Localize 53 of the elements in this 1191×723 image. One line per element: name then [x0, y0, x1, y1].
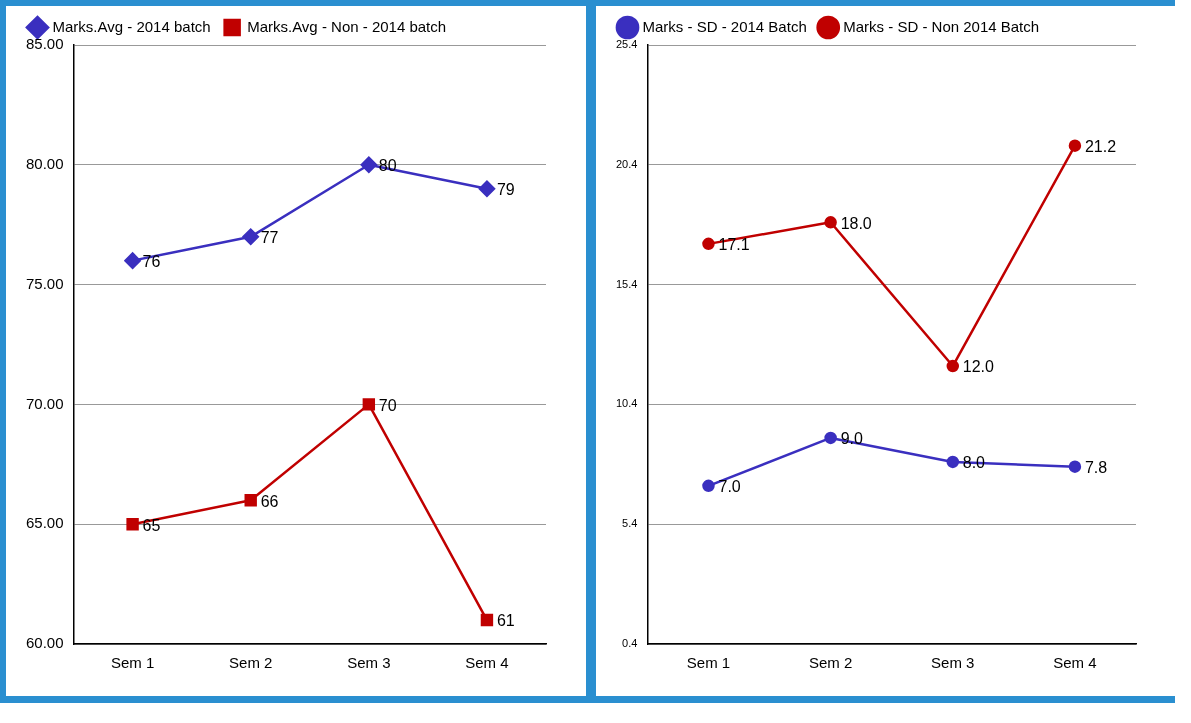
y-tick-label: 65.00 [25, 514, 64, 532]
data-label: 76 [142, 253, 161, 271]
y-tick-label: 20.4 [615, 157, 638, 170]
point [362, 398, 376, 411]
x-tick-label: Sem 3 [931, 654, 975, 672]
data-label: 70 [378, 396, 397, 414]
data-label: 17.1 [718, 236, 750, 254]
data-label: 7.8 [1084, 459, 1108, 477]
data-label: 79 [496, 181, 515, 199]
point [480, 613, 494, 627]
point [244, 494, 257, 507]
point [360, 156, 378, 174]
legend-label: Marks - SD - 2014 Batch [642, 17, 807, 35]
x-tick-label: Sem 3 [347, 654, 391, 672]
x-tick-label: Sem 2 [229, 654, 273, 672]
data-label: 18.0 [840, 214, 872, 232]
data-label: 12.0 [962, 358, 995, 376]
y-tick-label: 10.4 [615, 397, 638, 410]
data-label: 21.2 [1084, 138, 1117, 156]
legend-label: Marks.Avg - 2014 batch [52, 17, 211, 35]
point [478, 180, 496, 198]
y-tick-label: 60.00 [25, 634, 64, 652]
point [242, 228, 259, 245]
data-label: 7.0 [718, 478, 741, 496]
point [946, 359, 960, 373]
data-label: 65 [142, 516, 161, 534]
point [1068, 139, 1082, 152]
y-tick-label: 5.4 [622, 517, 638, 530]
legend-label: Marks.Avg - Non - 2014 batch [247, 17, 447, 35]
point [824, 431, 837, 445]
x-tick-label: Sem 1 [110, 654, 155, 672]
y-tick-label: 0.4 [622, 637, 638, 650]
point [124, 252, 141, 269]
point [702, 237, 715, 251]
point [824, 216, 837, 229]
data-label: 61 [496, 612, 515, 630]
x-tick-label: Sem 4 [465, 654, 509, 672]
y-tick-label: 15.4 [615, 277, 638, 290]
point [1068, 460, 1082, 473]
x-tick-label: Sem 4 [1053, 654, 1097, 672]
y-tick-label: 80.00 [25, 154, 64, 172]
y-tick-label: 75.00 [25, 274, 64, 292]
legend-label: Marks - SD - Non 2014 Batch [843, 17, 1040, 35]
x-tick-label: Sem 1 [686, 654, 731, 672]
data-label: 77 [260, 229, 279, 247]
point [702, 479, 715, 493]
point [946, 455, 960, 469]
y-tick-label: 85.00 [25, 35, 64, 53]
y-tick-label: 70.00 [25, 394, 64, 412]
x-tick-label: Sem 2 [808, 654, 853, 672]
y-tick-label: 25.4 [615, 38, 638, 51]
point [126, 518, 139, 531]
data-label: 66 [260, 492, 279, 510]
